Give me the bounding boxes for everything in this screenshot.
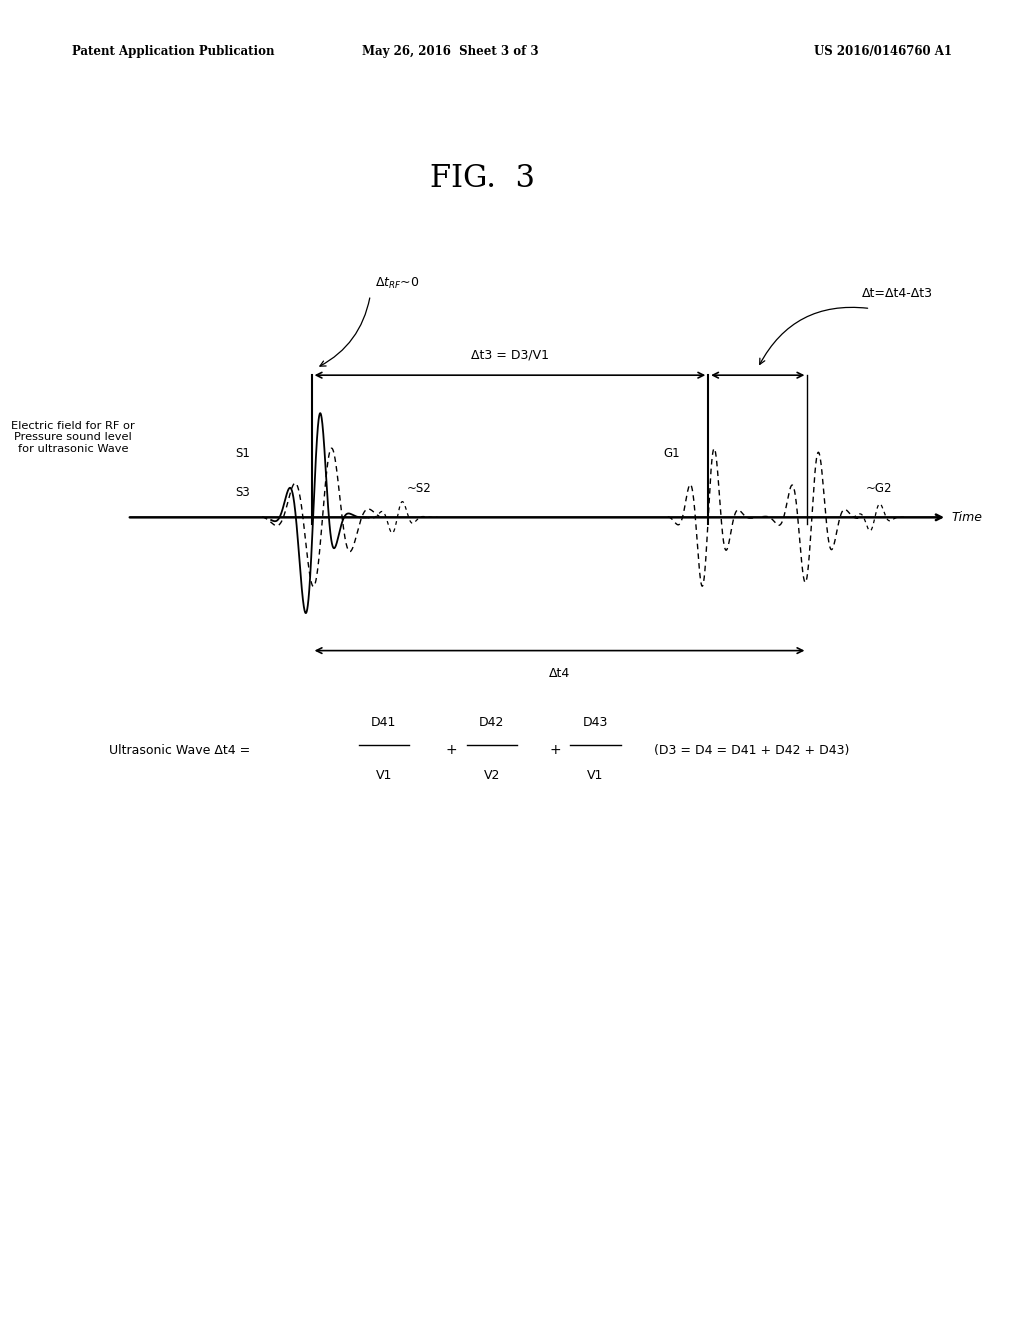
Text: D43: D43 (583, 717, 608, 729)
Text: V2: V2 (483, 770, 500, 783)
Text: Δt3 = D3/V1: Δt3 = D3/V1 (471, 348, 549, 362)
Text: ~S2: ~S2 (407, 482, 431, 495)
Text: Electric field for RF or
Pressure sound level
for ultrasonic Wave: Electric field for RF or Pressure sound … (11, 421, 135, 454)
Text: S3: S3 (236, 486, 250, 499)
Text: +: + (549, 743, 561, 758)
Text: ~G2: ~G2 (866, 482, 892, 495)
Text: S1: S1 (236, 447, 250, 459)
Text: D42: D42 (479, 717, 505, 729)
Text: V1: V1 (376, 770, 392, 783)
Text: D41: D41 (371, 717, 396, 729)
Text: US 2016/0146760 A1: US 2016/0146760 A1 (814, 45, 952, 58)
Text: Δt=Δt4-Δt3: Δt=Δt4-Δt3 (862, 286, 933, 300)
Text: $\Delta t_{RF}$~0: $\Delta t_{RF}$~0 (375, 276, 419, 290)
Text: FIG.  3: FIG. 3 (430, 162, 536, 194)
Text: G1: G1 (664, 447, 680, 459)
Text: +: + (445, 743, 457, 758)
Text: Δt4: Δt4 (549, 667, 570, 680)
Text: (D3 = D4 = D41 + D42 + D43): (D3 = D4 = D41 + D42 + D43) (654, 743, 850, 756)
Text: Ultrasonic Wave Δt4 =: Ultrasonic Wave Δt4 = (109, 743, 254, 756)
Text: Patent Application Publication: Patent Application Publication (72, 45, 274, 58)
Text: May 26, 2016  Sheet 3 of 3: May 26, 2016 Sheet 3 of 3 (362, 45, 539, 58)
Text: Time: Time (951, 511, 982, 524)
Text: V1: V1 (588, 770, 604, 783)
